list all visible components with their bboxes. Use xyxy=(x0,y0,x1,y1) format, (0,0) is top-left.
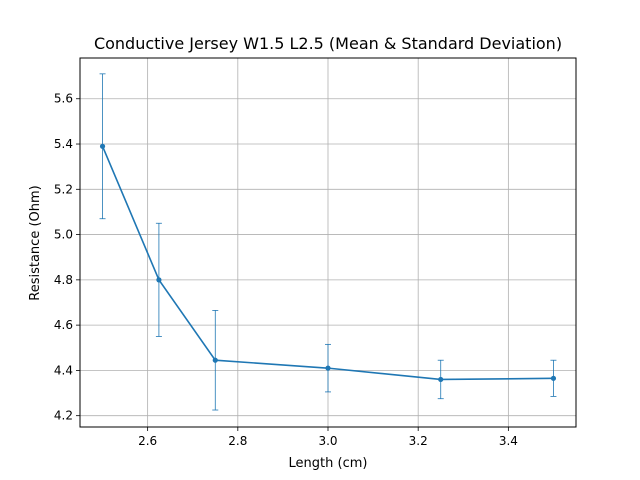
y-tick-label: 5.2 xyxy=(54,182,73,196)
y-tick-label: 4.4 xyxy=(54,363,73,377)
data-point xyxy=(550,375,557,381)
x-tick-label: 2.8 xyxy=(228,434,247,448)
chart-title: Conductive Jersey W1.5 L2.5 (Mean & Stan… xyxy=(94,34,562,53)
x-tick-label: 3.0 xyxy=(318,434,337,448)
y-tick-label: 4.6 xyxy=(54,318,73,332)
data-point xyxy=(438,376,444,383)
data-point xyxy=(325,365,331,371)
y-tick-label: 5.0 xyxy=(54,228,73,242)
data-point xyxy=(99,143,106,149)
grid xyxy=(80,58,576,427)
x-tick-label: 3.4 xyxy=(499,434,518,448)
x-tick-label: 2.6 xyxy=(138,434,157,448)
y-tick-label: 5.4 xyxy=(54,137,73,151)
series-layer xyxy=(99,73,557,411)
data-point xyxy=(212,357,218,363)
ticks: 2.6 2.8 3.0 3.2 3.4 4.2 4.4 4.6 4.8 5.0 5.2 5.4 5.6 xyxy=(54,92,518,448)
data-point xyxy=(156,277,162,283)
y-axis-label: Resistance (Ohm) xyxy=(28,185,43,300)
y-tick-label: 5.6 xyxy=(54,92,73,106)
y-tick-label: 4.8 xyxy=(54,273,73,287)
y-tick-label: 4.2 xyxy=(54,409,73,423)
x-tick-label: 3.2 xyxy=(409,434,428,448)
series-line xyxy=(101,145,554,381)
x-axis-label: Length (cm) xyxy=(289,456,368,471)
